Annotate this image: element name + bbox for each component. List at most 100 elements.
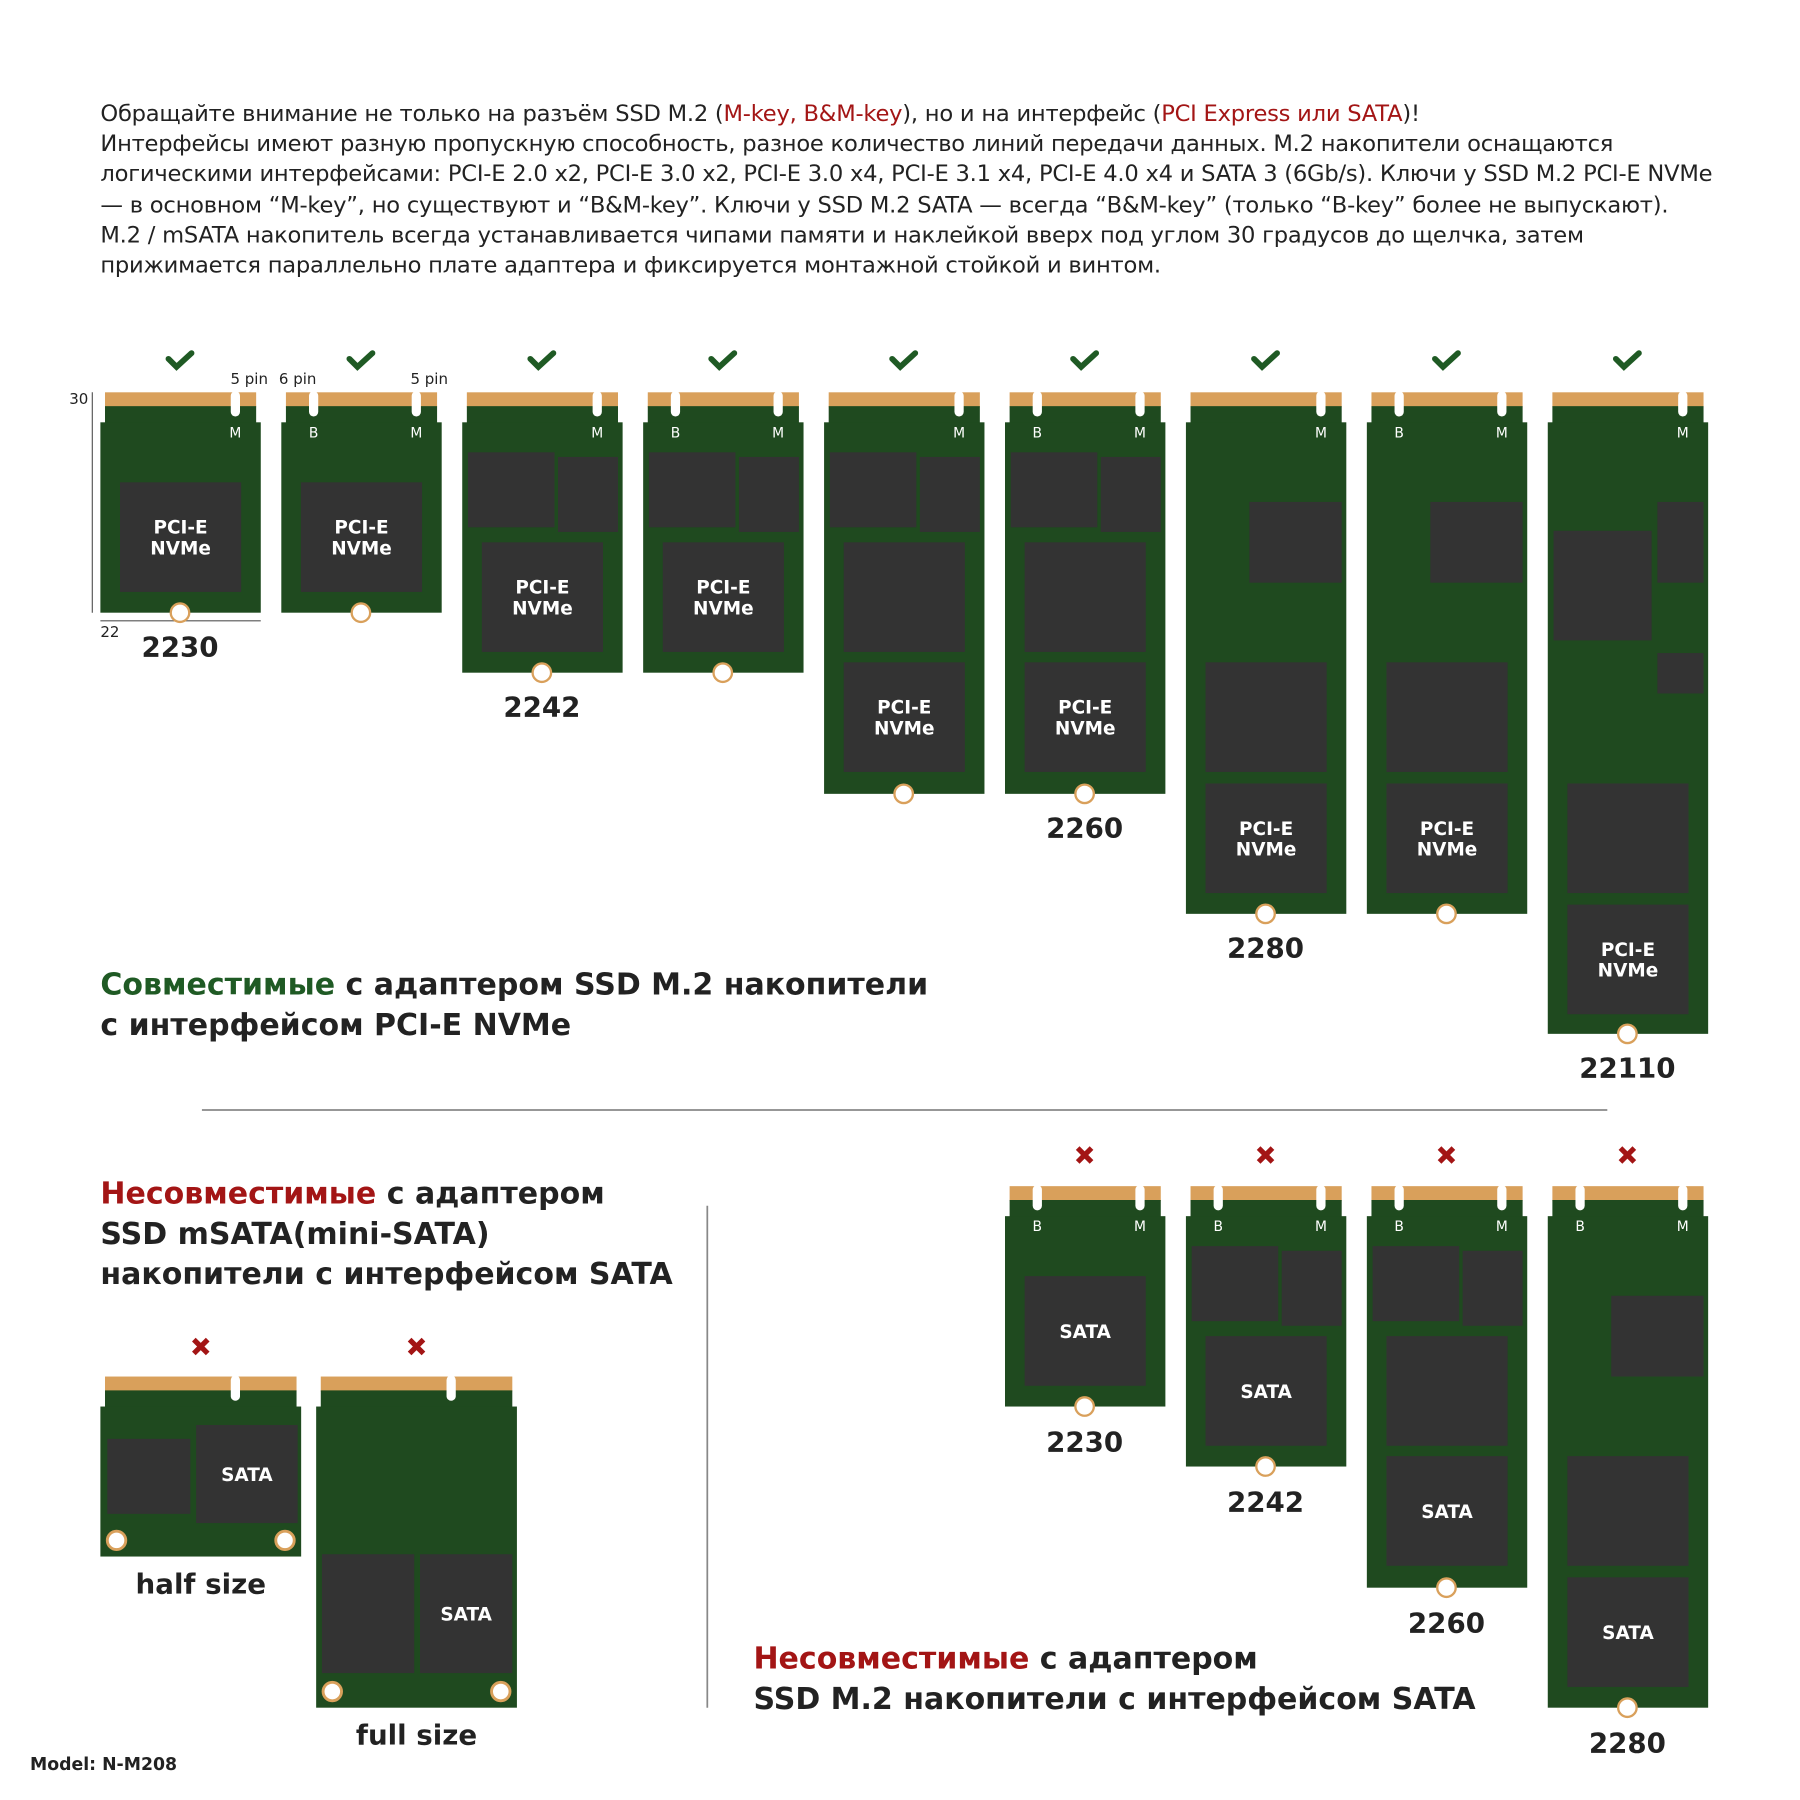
key-label: B: [1394, 425, 1403, 441]
mount-hole: [1255, 903, 1276, 925]
chip: [468, 452, 555, 528]
key-label: M: [591, 425, 603, 441]
intro-segment: ), но и на интерфейс (: [902, 100, 1162, 127]
chip-label: PCI-E NVMe: [150, 518, 211, 560]
size-label: 2242: [503, 691, 580, 724]
size-label: 2280: [1227, 932, 1304, 965]
key-notch: [1032, 1185, 1042, 1211]
key-label: M: [953, 425, 965, 441]
chip-label: PCI-E NVMe: [1055, 698, 1116, 740]
key-label: M: [1134, 425, 1146, 441]
chip-label: SATA: [1421, 1502, 1473, 1523]
chip-label-line: NVMe: [150, 538, 211, 559]
check-icon: [889, 350, 919, 371]
card-neck: [105, 1390, 297, 1408]
chip: [1386, 1456, 1508, 1566]
chip: [1281, 1250, 1342, 1326]
card-neck: [1009, 406, 1161, 424]
pin-label: 6 pin: [279, 370, 317, 388]
chip-label-line: PCI-E: [696, 578, 750, 599]
key-notch: [230, 391, 240, 417]
dimension-label: 30: [69, 390, 88, 408]
chip: [829, 452, 917, 528]
heading-segment: с адаптером SSD M.2 накопители: [335, 968, 928, 1003]
chip: [1024, 1276, 1146, 1386]
chip-label-line: PCI-E: [1420, 819, 1474, 840]
chip: [1372, 1246, 1460, 1322]
key-notch: [1678, 1185, 1688, 1211]
heading: накопители с интерфейсом SATA: [100, 1257, 673, 1292]
chip: [1567, 1577, 1689, 1687]
intro-segment: Интерфейсы имеют разную пропускную спосо…: [100, 130, 1713, 218]
chip: [300, 482, 423, 592]
chip-label: PCI-E NVMe: [1417, 819, 1478, 861]
chip-label-line: NVMe: [1417, 840, 1478, 861]
chip: [1386, 1336, 1508, 1446]
size-label: 2242: [1227, 1486, 1304, 1519]
chip-label-line: SATA: [1602, 1623, 1654, 1644]
chip: [420, 1554, 513, 1674]
connector: [1009, 1186, 1161, 1202]
key-label: B: [1033, 1219, 1043, 1235]
key-label: M: [1677, 1219, 1689, 1235]
check-icon: [346, 350, 376, 371]
intro-segment: PCI Express или SATA: [1161, 100, 1403, 127]
cross-icon: [192, 1337, 210, 1356]
model-label: Model: N-M208: [30, 1755, 177, 1775]
chip: [1567, 1456, 1689, 1566]
chip-label-line: PCI-E: [153, 518, 207, 539]
chip-label-line: PCI-E: [515, 578, 569, 599]
heading-segment: SSD mSATA(mini-SATA): [100, 1217, 489, 1252]
mount-hole: [490, 1680, 512, 1703]
chip: [1386, 662, 1508, 772]
mount-hole: [1255, 1456, 1276, 1477]
intro-segment: Обращайте внимание не только на разъём S…: [100, 100, 724, 127]
key-notch: [309, 391, 319, 417]
chip: [120, 482, 242, 592]
connector: [1190, 392, 1342, 408]
chip-label: SATA: [1602, 1623, 1654, 1644]
cross-icon: [407, 1337, 426, 1356]
heading-segment: накопители с интерфейсом SATA: [100, 1257, 673, 1292]
connector: [105, 1376, 297, 1392]
chip: [1024, 662, 1146, 772]
chip: [919, 456, 980, 532]
key-notch: [411, 391, 421, 417]
mount-hole: [321, 1680, 343, 1703]
chip-label-line: NVMe: [1598, 961, 1659, 982]
chip-label-line: NVMe: [1055, 718, 1116, 739]
chip: [1430, 501, 1523, 583]
connector: [105, 392, 257, 408]
chip-label-line: PCI-E: [1601, 940, 1655, 961]
heading-segment: Совместимые: [100, 968, 335, 1003]
intro: Обращайте внимание не только на разъём S…: [100, 100, 1713, 278]
heading: SSD M.2 накопители с интерфейсом SATA: [753, 1682, 1476, 1717]
chip: [738, 456, 799, 532]
chip-label-line: PCI-E: [1058, 698, 1112, 719]
key-notch: [1678, 391, 1688, 417]
chip-label-line: PCI-E: [877, 698, 931, 719]
connector: [1552, 1186, 1704, 1202]
chip-label: PCI-E NVMe: [331, 518, 392, 560]
chip-label: SATA: [221, 1465, 273, 1486]
chip: [1611, 1295, 1704, 1377]
check-icon: [708, 350, 738, 371]
chip-label: PCI-E NVMe: [1236, 819, 1297, 861]
connector: [1371, 392, 1523, 408]
chip: [1567, 783, 1689, 894]
chip: [1553, 530, 1652, 641]
chip: [1657, 501, 1704, 583]
mount-hole: [1617, 1023, 1638, 1045]
check-icon: [1070, 350, 1100, 371]
key-label: B: [1033, 425, 1043, 441]
card-neck: [105, 406, 257, 424]
mount-hole: [531, 662, 553, 684]
connector: [1009, 392, 1161, 408]
connector: [320, 1376, 513, 1392]
connector: [1190, 1186, 1342, 1202]
key-notch: [1497, 1185, 1507, 1211]
pin-label: 5 pin: [230, 370, 268, 388]
size-label: 2280: [1589, 1727, 1666, 1760]
key-notch: [954, 391, 964, 417]
